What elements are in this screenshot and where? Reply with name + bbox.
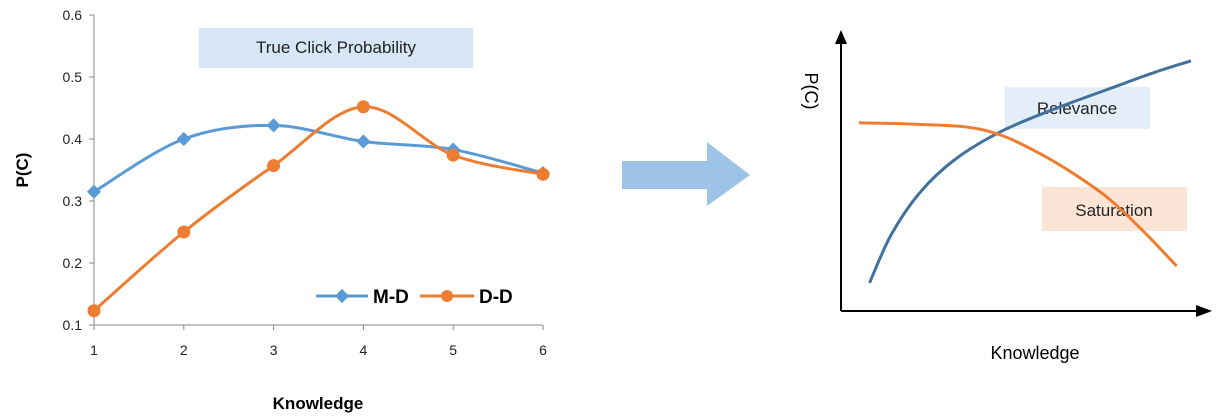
legend-md-label: M-D — [373, 287, 409, 308]
left-x-ticks: 1 2 3 4 5 6 — [90, 325, 547, 358]
right-x-arrowhead-icon — [1196, 305, 1212, 317]
left-legend: M-D D-D — [316, 287, 513, 308]
x-tick-label: 4 — [360, 342, 368, 358]
left-chart: True Click Probability 0.10.20.30.40.50.… — [13, 7, 551, 413]
left-y-ticks: 0.1 0.2 0.3 0.4 0.5 0.6 — [63, 7, 94, 333]
legend-dd-marker — [441, 290, 453, 302]
right-chart: Relevance Saturation P(C) Knowledge — [801, 30, 1212, 363]
series-line-m-d — [93, 123, 544, 193]
y-tick-label: 0.3 — [63, 193, 83, 209]
y-tick-label: 0.1 — [63, 317, 83, 333]
series-line-d-d — [93, 105, 544, 312]
saturation-label-box — [1042, 187, 1187, 231]
right-y-arrowhead-icon — [835, 30, 847, 44]
curve-saturation — [858, 121, 1178, 268]
left-x-axis-label: Knowledge — [273, 394, 364, 413]
x-tick-label: 1 — [90, 342, 98, 358]
x-tick-label: 5 — [449, 342, 457, 358]
x-tick-label: 2 — [180, 342, 188, 358]
x-tick-label: 3 — [270, 342, 278, 358]
left-chart-title: True Click Probability — [256, 38, 416, 57]
data-point-d-d — [356, 100, 370, 114]
relevance-label-box — [1005, 87, 1150, 129]
y-tick-label: 0.2 — [63, 255, 83, 271]
y-tick-label: 0.4 — [63, 131, 83, 147]
data-point-d-d — [267, 159, 281, 173]
legend-dd-label: D-D — [479, 287, 513, 308]
right-series-group — [858, 59, 1192, 284]
data-point-d-d — [536, 167, 550, 181]
right-y-axis-label: P(C) — [801, 73, 821, 110]
saturation-label: Saturation — [1075, 201, 1153, 220]
left-title-box — [199, 28, 473, 68]
data-point-m-d — [176, 131, 191, 147]
y-tick-label: 0.6 — [63, 7, 83, 23]
data-point-d-d — [177, 225, 191, 239]
relevance-label: Relevance — [1037, 99, 1117, 118]
right-x-axis-label: Knowledge — [990, 343, 1079, 363]
x-tick-label: 6 — [539, 342, 547, 358]
data-point-m-d — [356, 134, 371, 149]
curve-relevance — [868, 59, 1192, 284]
left-series-group — [86, 100, 551, 318]
legend-md-marker — [334, 288, 350, 304]
left-y-axis-label: P(C) — [13, 153, 32, 188]
data-point-d-d — [446, 148, 460, 162]
data-point-d-d — [87, 304, 101, 318]
data-point-m-d — [266, 118, 281, 133]
transition-arrow-icon — [622, 142, 750, 206]
y-tick-label: 0.5 — [63, 69, 83, 85]
data-point-m-d — [86, 184, 102, 199]
